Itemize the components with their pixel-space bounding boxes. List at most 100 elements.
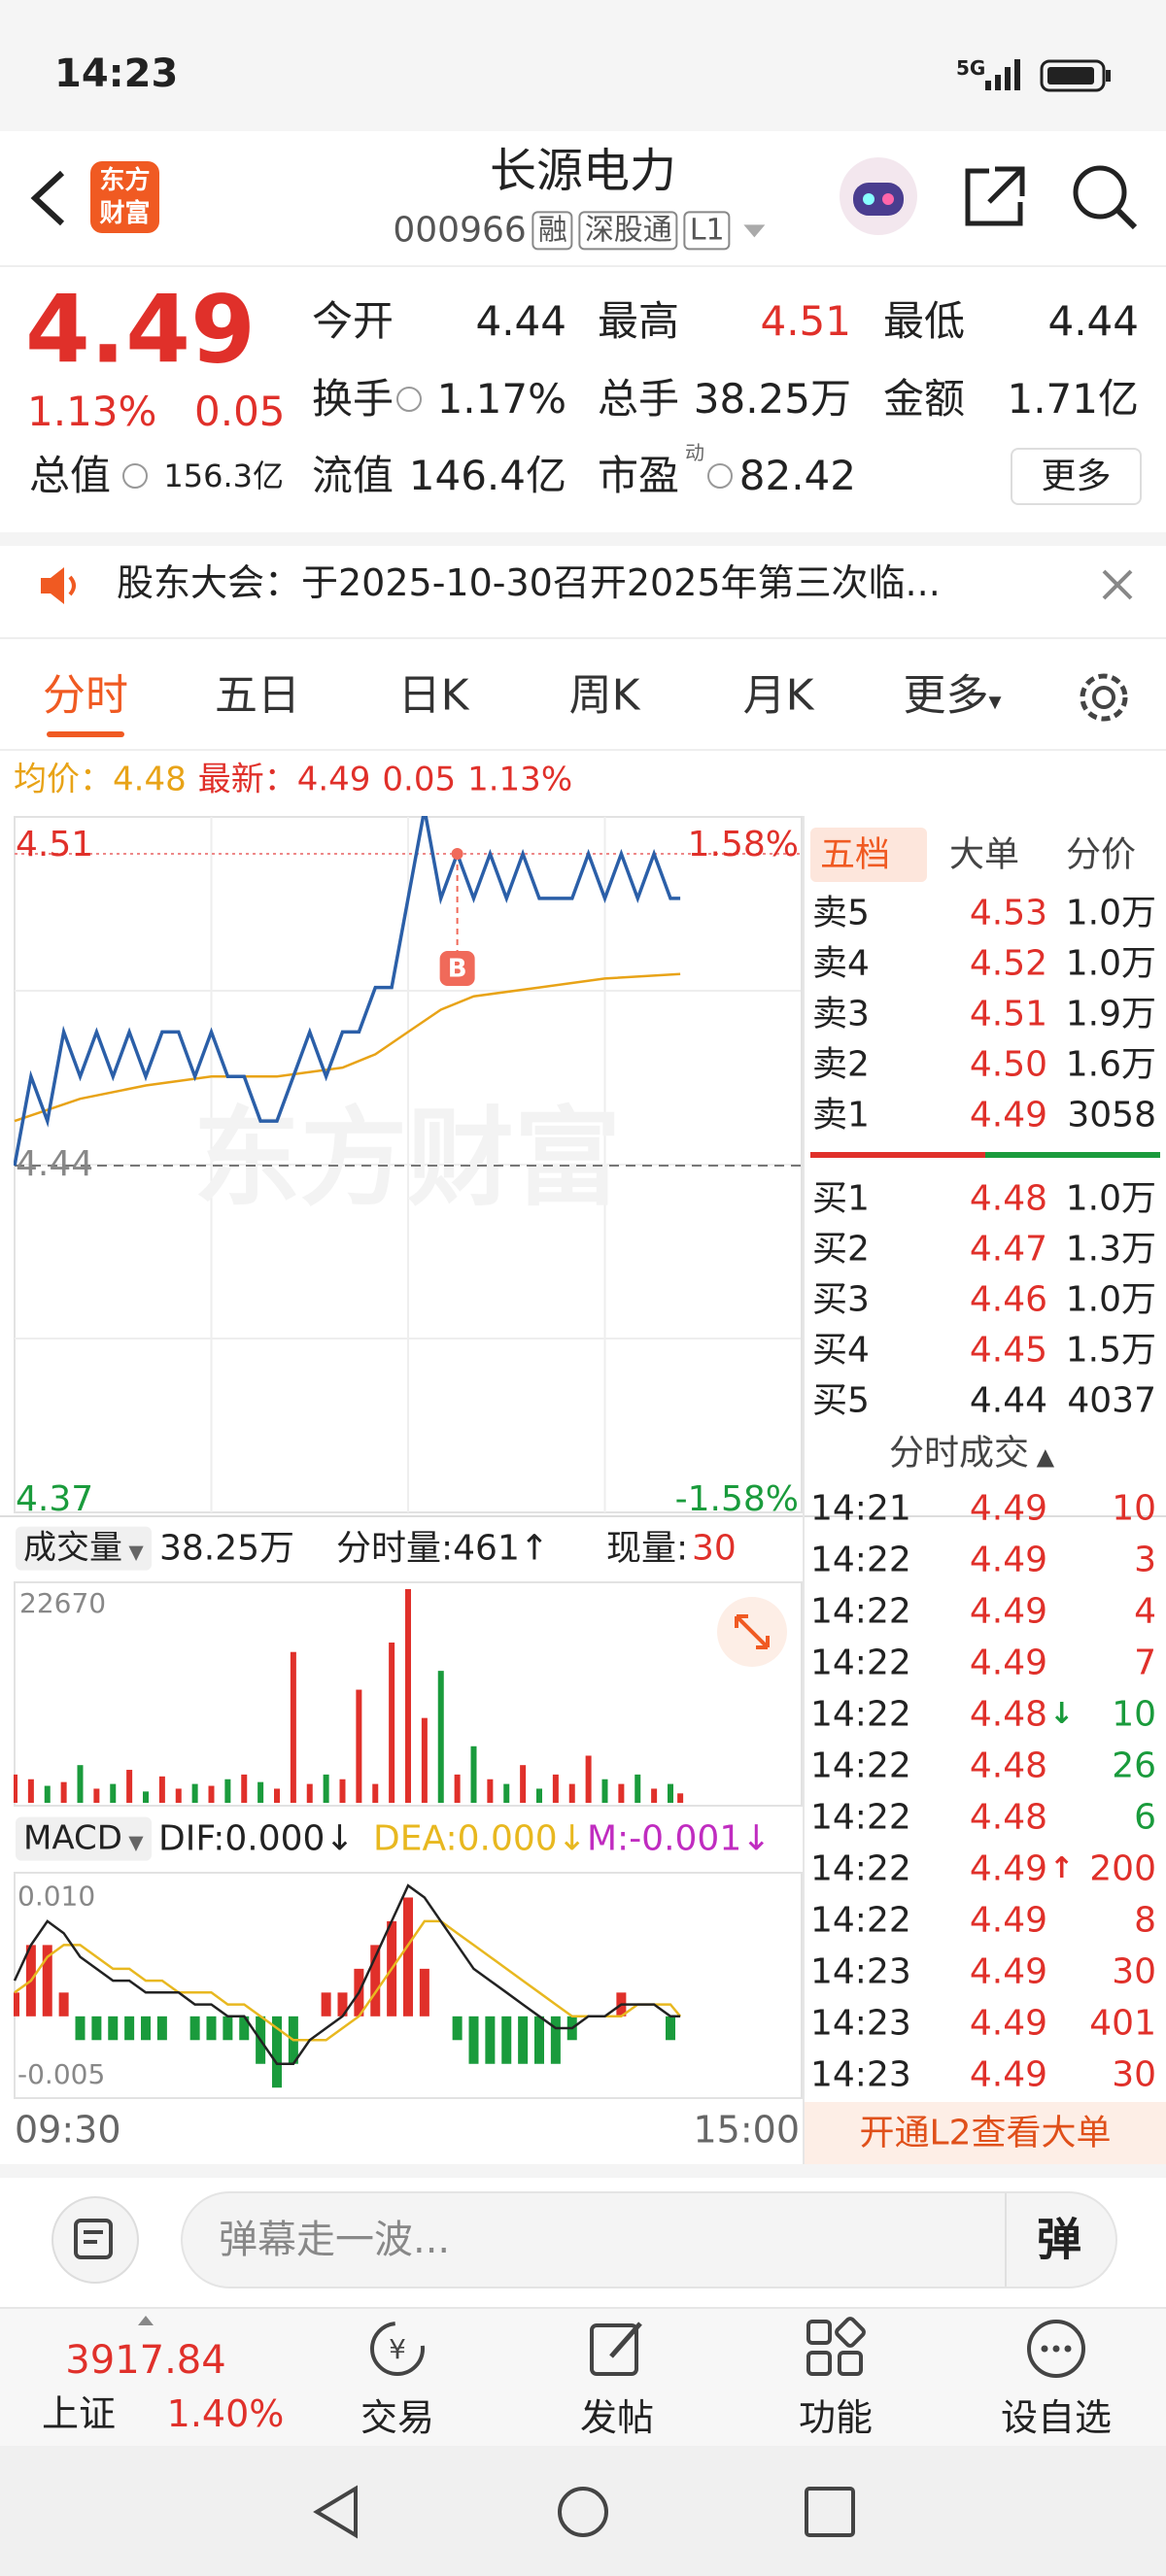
y-tick-label: -0.005 bbox=[17, 2058, 105, 2090]
book-price: 4.50 bbox=[969, 1044, 1047, 1085]
dropdown-icon[interactable] bbox=[740, 220, 770, 240]
share-icon[interactable] bbox=[960, 163, 1028, 231]
tab[interactable]: 周K bbox=[568, 670, 640, 721]
y2-tick-label: 1.58% bbox=[688, 825, 799, 864]
volume-bar bbox=[536, 1788, 542, 1803]
assistant-avatar[interactable] bbox=[838, 155, 919, 237]
marker-badge bbox=[439, 951, 475, 986]
change: 0.05 bbox=[382, 760, 457, 799]
tab[interactable]: 月K bbox=[742, 670, 814, 721]
macd-bar bbox=[223, 2016, 233, 2041]
price-chart[interactable]: 东方财富 4.51 4.44 4.37 1.58% -1.58% B bbox=[14, 816, 803, 1515]
info-icon[interactable] bbox=[122, 463, 148, 489]
book-tab[interactable]: 分价 bbox=[1065, 834, 1137, 875]
comment-settings[interactable] bbox=[49, 2193, 142, 2287]
app-logo[interactable]: 东方 财富 bbox=[90, 161, 159, 233]
tab[interactable]: 日K bbox=[397, 670, 469, 721]
danmaku-button[interactable]: 弹 bbox=[1037, 2213, 1081, 2266]
info-icon[interactable] bbox=[396, 387, 422, 412]
trade-volume: 7 bbox=[1134, 1643, 1156, 1683]
nav-recent[interactable] bbox=[803, 2485, 857, 2539]
macd-bar bbox=[75, 2016, 86, 2041]
book-divider bbox=[810, 1152, 1160, 1158]
more-button[interactable]: 更多 bbox=[1011, 448, 1142, 505]
status-icons: 5G bbox=[956, 56, 1111, 92]
index-value[interactable]: 3917.84 bbox=[65, 2338, 226, 2383]
back-button[interactable] bbox=[23, 167, 72, 229]
volume-bar bbox=[618, 1783, 625, 1803]
book-tab[interactable]: 大单 bbox=[948, 834, 1020, 875]
stat-value: 4.51 bbox=[760, 296, 851, 345]
volume-bar bbox=[437, 1671, 444, 1803]
input-divider bbox=[1005, 2193, 1007, 2287]
nav-label[interactable]: 设自选 bbox=[1000, 2396, 1113, 2440]
tag: L1 bbox=[683, 211, 731, 250]
volume-bar bbox=[668, 1783, 673, 1803]
macd-bar bbox=[518, 2016, 529, 2064]
book-price: 4.53 bbox=[969, 893, 1047, 933]
macd-title: MACD bbox=[23, 1818, 122, 1858]
nav-icon[interactable] bbox=[1021, 2314, 1091, 2384]
trade-time: 14:23 bbox=[810, 1951, 911, 1992]
tab[interactable]: 分时 bbox=[43, 670, 128, 721]
macd-bar bbox=[550, 2016, 561, 2064]
nav-label[interactable]: 发帖 bbox=[579, 2396, 655, 2440]
marker-label: B bbox=[448, 955, 467, 984]
volume-bar bbox=[651, 1788, 658, 1803]
nav-icon[interactable]: ¥ bbox=[362, 2314, 432, 2384]
nav-label[interactable]: 功能 bbox=[798, 2396, 874, 2440]
comment-input[interactable] bbox=[181, 2191, 1117, 2288]
info-icon[interactable] bbox=[707, 463, 733, 489]
volume-bar bbox=[126, 1770, 133, 1803]
search-icon[interactable] bbox=[1069, 161, 1139, 231]
x-tick-label: 15:00 bbox=[693, 2109, 800, 2152]
panel-divider bbox=[803, 816, 805, 2164]
trade-volume: 26 bbox=[1112, 1746, 1156, 1786]
trades-title[interactable]: 分时成交 ▲ bbox=[888, 1433, 1055, 1474]
macd-bar bbox=[108, 2016, 119, 2041]
separator bbox=[0, 2164, 1166, 2178]
caret: ▲ bbox=[1028, 1442, 1055, 1471]
macd-bar bbox=[239, 2016, 250, 2041]
settings-icon[interactable] bbox=[1075, 668, 1133, 727]
notice-text[interactable]: 股东大会：于2025-10-30召开2025年第三次临... bbox=[117, 561, 941, 605]
volume-bar bbox=[405, 1589, 411, 1803]
nav-label[interactable]: 交易 bbox=[360, 2396, 435, 2440]
volume-current: 30 bbox=[692, 1528, 737, 1569]
volume-bar bbox=[191, 1783, 198, 1803]
logo-text: 财富 bbox=[99, 199, 151, 228]
close-icon[interactable] bbox=[1100, 567, 1135, 602]
book-tab[interactable]: 五档 bbox=[819, 834, 891, 875]
stat-label: 金额 bbox=[883, 374, 966, 423]
volume-header bbox=[0, 1515, 1166, 1581]
nav-home[interactable] bbox=[554, 2483, 612, 2541]
nav-icon[interactable] bbox=[801, 2314, 871, 2384]
macd-bar bbox=[419, 1968, 429, 2017]
expand-icon[interactable] bbox=[715, 1595, 789, 1669]
stat-label: 市盈 bbox=[598, 451, 680, 499]
tab[interactable]: 五日 bbox=[215, 670, 300, 721]
volume-bar bbox=[143, 1791, 149, 1803]
nav-icon[interactable] bbox=[582, 2314, 652, 2384]
l2-text[interactable]: 开通L2查看大单 bbox=[859, 2113, 1112, 2153]
volume-bar bbox=[552, 1774, 559, 1803]
nav-back[interactable] bbox=[307, 2483, 365, 2541]
stat-value: 146.4亿 bbox=[408, 451, 566, 499]
speaker-icon bbox=[41, 567, 76, 604]
volume-bar bbox=[110, 1783, 117, 1803]
macd-bar bbox=[58, 1992, 69, 2017]
tab[interactable]: 更多▾ bbox=[903, 670, 1002, 721]
last-label: 最新： bbox=[197, 760, 297, 799]
macd-bar bbox=[337, 1992, 348, 2017]
trade-volume: 8 bbox=[1134, 1900, 1156, 1941]
macd-bar bbox=[370, 1945, 381, 2017]
svg-text:¥: ¥ bbox=[389, 2333, 406, 2365]
l2-banner[interactable] bbox=[805, 2102, 1166, 2164]
volume-bar bbox=[93, 1788, 100, 1803]
volume-selector[interactable]: 成交量 ▼ bbox=[16, 1526, 152, 1571]
macd-selector[interactable]: MACD ▼ bbox=[16, 1816, 152, 1861]
index-caret bbox=[138, 2316, 154, 2325]
book-label: 卖2 bbox=[812, 1044, 870, 1085]
stat-label: 总手 bbox=[598, 374, 680, 423]
trade-volume: 200 bbox=[1089, 1848, 1156, 1889]
